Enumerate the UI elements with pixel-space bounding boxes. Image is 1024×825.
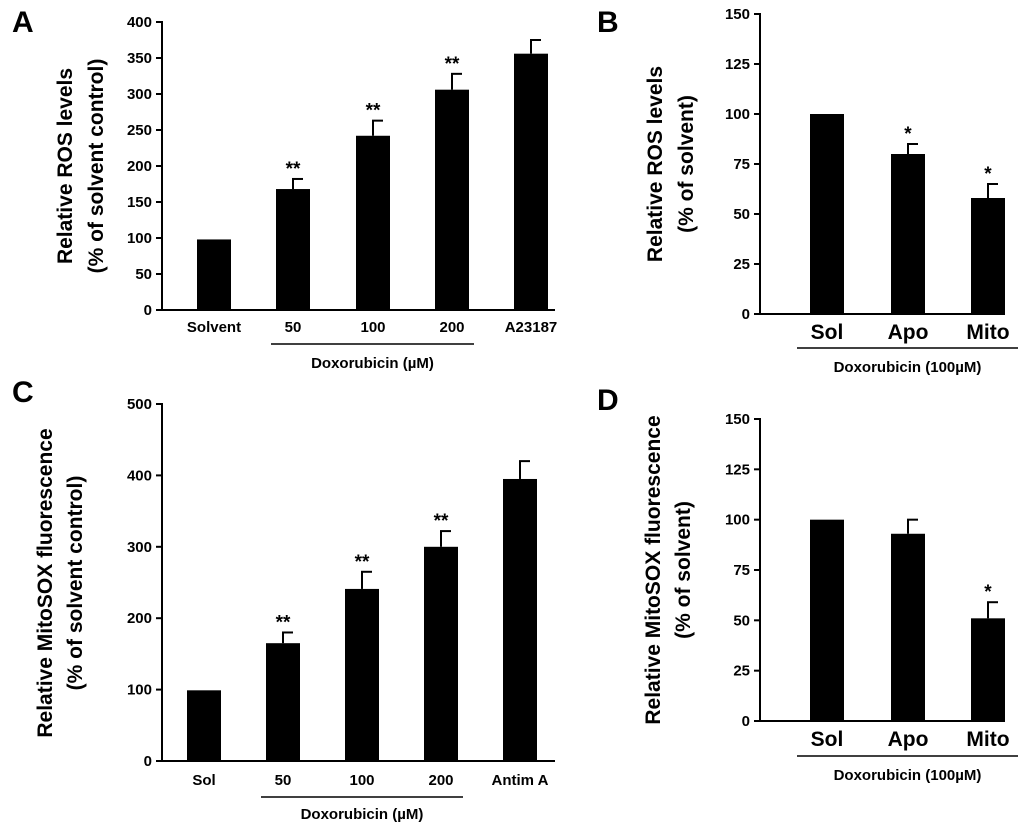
y-axis-label-units: (% of solvent) <box>675 95 698 233</box>
y-tick-label: 125 <box>725 56 750 73</box>
category-label: 100 <box>349 772 374 789</box>
y-axis-label-units: (% of solvent control) <box>85 59 108 274</box>
y-tick-label: 0 <box>144 753 152 770</box>
bar <box>891 533 925 721</box>
significance-marker: * <box>984 164 992 185</box>
y-tick-label: 150 <box>725 6 750 23</box>
bar <box>356 135 390 310</box>
y-tick-label: 150 <box>127 194 152 211</box>
y-tick-label: 400 <box>127 467 152 484</box>
bar <box>424 546 458 761</box>
category-label: Sol <box>811 321 844 344</box>
y-tick-label: 100 <box>127 230 152 247</box>
category-label: 50 <box>275 772 292 789</box>
group-label: Doxorubicin (100µM) <box>834 767 982 784</box>
significance-marker: * <box>904 124 912 145</box>
category-label: 200 <box>428 772 453 789</box>
significance-marker: ** <box>276 612 291 633</box>
y-tick-label: 50 <box>135 266 152 283</box>
bar <box>971 198 1005 314</box>
panel-b: B Relative ROS levels (% of solvent) 0 25 50 7… <box>597 6 1018 376</box>
y-tick-label: 75 <box>733 562 750 579</box>
y-tick-label: 300 <box>127 86 152 103</box>
bar <box>276 189 310 310</box>
y-tick-label: 200 <box>127 158 152 175</box>
bar <box>503 478 537 761</box>
bar <box>266 643 300 761</box>
y-tick-label: 350 <box>127 50 152 67</box>
group-label: Doxorubicin (100µM) <box>834 359 982 376</box>
category-label: 100 <box>360 319 385 336</box>
y-tick-label: 100 <box>725 106 750 123</box>
y-tick-label: 150 <box>725 411 750 428</box>
y-tick-label: 300 <box>127 539 152 556</box>
significance-marker: ** <box>445 54 460 75</box>
group-label: Doxorubicin (µM) <box>301 806 424 823</box>
y-tick-label: 25 <box>733 256 750 273</box>
y-axis-label-units: (% of solvent) <box>672 501 695 639</box>
category-label: Sol <box>192 772 215 789</box>
panel-letter: D <box>597 384 619 417</box>
y-tick-label: 250 <box>127 122 152 139</box>
y-tick-label: 500 <box>127 396 152 413</box>
significance-marker: ** <box>434 511 449 532</box>
bar <box>810 114 844 314</box>
panel-letter: B <box>597 6 619 39</box>
y-axis-label: Relative ROS levels <box>644 66 667 262</box>
category-label: 50 <box>285 319 302 336</box>
y-tick-label: 50 <box>733 206 750 223</box>
panel-letter: A <box>12 6 34 39</box>
category-label: Apo <box>888 728 929 751</box>
y-tick-label: 125 <box>725 461 750 478</box>
y-tick-label: 200 <box>127 610 152 627</box>
bar <box>514 53 548 311</box>
y-tick-label: 0 <box>742 306 750 323</box>
bar <box>197 239 231 310</box>
category-label: Mito <box>966 728 1009 751</box>
bar <box>345 588 379 761</box>
bar <box>971 618 1005 721</box>
y-tick-label: 0 <box>144 302 152 319</box>
category-label: Antim A <box>492 772 549 789</box>
significance-marker: ** <box>366 101 381 122</box>
bar <box>435 89 469 311</box>
category-label: Sol <box>811 728 844 751</box>
y-tick-label: 100 <box>127 682 152 699</box>
y-axis-label-units: (% of solvent control) <box>64 476 87 691</box>
significance-marker: * <box>984 582 992 603</box>
category-label: Mito <box>966 321 1009 344</box>
y-tick-label: 0 <box>742 713 750 730</box>
y-tick-label: 100 <box>725 512 750 529</box>
significance-marker: ** <box>355 552 370 573</box>
y-axis-label: Relative MitoSOX fluorescence <box>642 415 665 724</box>
bar <box>810 519 844 721</box>
group-label: Doxorubicin (µM) <box>311 355 434 372</box>
category-label: Apo <box>888 321 929 344</box>
y-tick-label: 50 <box>733 612 750 629</box>
y-tick-label: 25 <box>733 663 750 680</box>
bar <box>891 154 925 314</box>
category-label: A23187 <box>505 319 558 336</box>
y-axis-label: Relative ROS levels <box>54 68 77 264</box>
y-tick-label: 400 <box>127 14 152 31</box>
bar <box>187 690 221 761</box>
panel-a: A Relative ROS levels (% of solvent contro… <box>12 6 557 372</box>
panel-d: D Relative MitoSOX fluorescence (% of solv… <box>597 384 1018 784</box>
y-tick-label: 75 <box>733 156 750 173</box>
panel-letter: C <box>12 376 34 409</box>
category-label: 200 <box>439 319 464 336</box>
significance-marker: ** <box>286 159 301 180</box>
y-axis-label: Relative MitoSOX fluorescence <box>34 428 57 737</box>
category-label: Solvent <box>187 319 241 336</box>
